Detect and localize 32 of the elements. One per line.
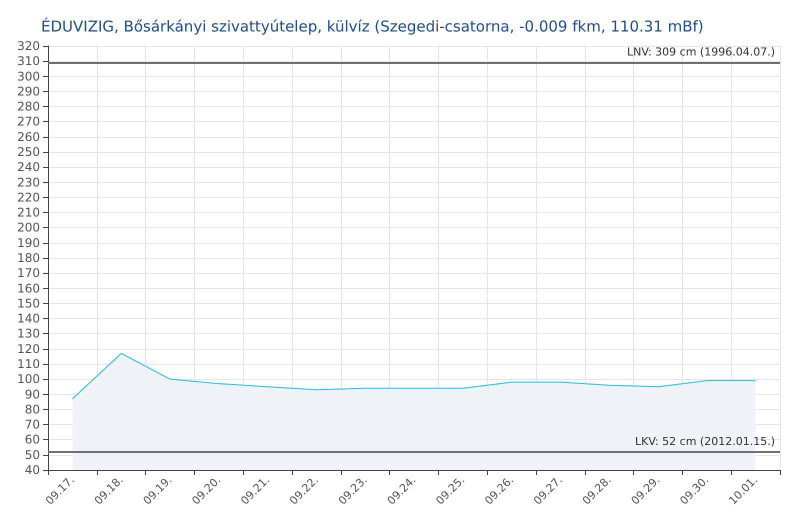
y-tick-label: 260 [17, 130, 40, 144]
y-tick-label: 160 [17, 281, 40, 296]
y-tick-label: 300 [17, 69, 40, 84]
y-tick-label: 70 [24, 418, 40, 432]
y-tick-label: 100 [17, 372, 40, 386]
y-tick-label: 90 [24, 387, 40, 402]
y-tick-label: 250 [17, 145, 40, 159]
y-tick-label: 320 [17, 39, 40, 53]
y-tick-label: 180 [17, 251, 40, 265]
y-tick-label: 230 [17, 175, 40, 190]
y-tick-label: 170 [17, 266, 40, 280]
y-tick-label: 210 [17, 206, 40, 220]
chart-title: ÉDUVIZIG, Bősárkányi szivattyútelep, külvíz (Szegedi-csatorna, -0.009 fkm, 110.31 mBf) [41, 18, 704, 36]
y-tick-label: 150 [17, 296, 40, 310]
y-tick-label: 40 [24, 463, 40, 477]
y-tick-label: 290 [17, 84, 40, 98]
y-tick-label: 110 [17, 357, 40, 371]
y-tick-label: 190 [17, 236, 40, 250]
y-tick-label: 120 [17, 342, 40, 356]
y-tick-label: 240 [17, 160, 40, 174]
ref-line-label: LNV: 309 cm (1996.04.07.) [626, 46, 775, 59]
ref-line-label: LKV: 52 cm (2012.01.15.) [635, 434, 775, 448]
y-tick-label: 280 [17, 100, 40, 114]
y-tick-label: 80 [24, 402, 40, 416]
y-tick-label: 50 [24, 448, 40, 462]
y-tick-label: 270 [17, 114, 40, 129]
y-tick-label: 310 [17, 54, 40, 68]
y-tick-label: 200 [17, 220, 40, 235]
y-tick-label: 130 [17, 326, 40, 341]
y-tick-label: 60 [24, 432, 40, 447]
y-tick-label: 140 [17, 312, 40, 326]
y-tick-label: 220 [17, 190, 40, 204]
